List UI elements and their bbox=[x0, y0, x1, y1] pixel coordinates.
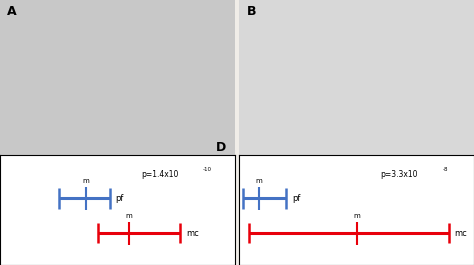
Text: p=1.4x10: p=1.4x10 bbox=[141, 170, 178, 179]
Text: mc: mc bbox=[186, 228, 199, 237]
Text: mc: mc bbox=[455, 228, 467, 237]
Text: D: D bbox=[216, 141, 226, 154]
Text: pf: pf bbox=[292, 194, 301, 203]
Text: B: B bbox=[246, 5, 256, 18]
Text: A: A bbox=[7, 5, 17, 18]
Text: p=3.3x10: p=3.3x10 bbox=[380, 170, 418, 179]
Text: pf: pf bbox=[115, 194, 124, 203]
Text: m: m bbox=[126, 213, 132, 219]
Text: -10: -10 bbox=[203, 167, 212, 172]
Text: m: m bbox=[255, 178, 262, 184]
Text: m: m bbox=[82, 178, 90, 184]
Text: -8: -8 bbox=[442, 167, 448, 172]
Text: m: m bbox=[353, 213, 360, 219]
